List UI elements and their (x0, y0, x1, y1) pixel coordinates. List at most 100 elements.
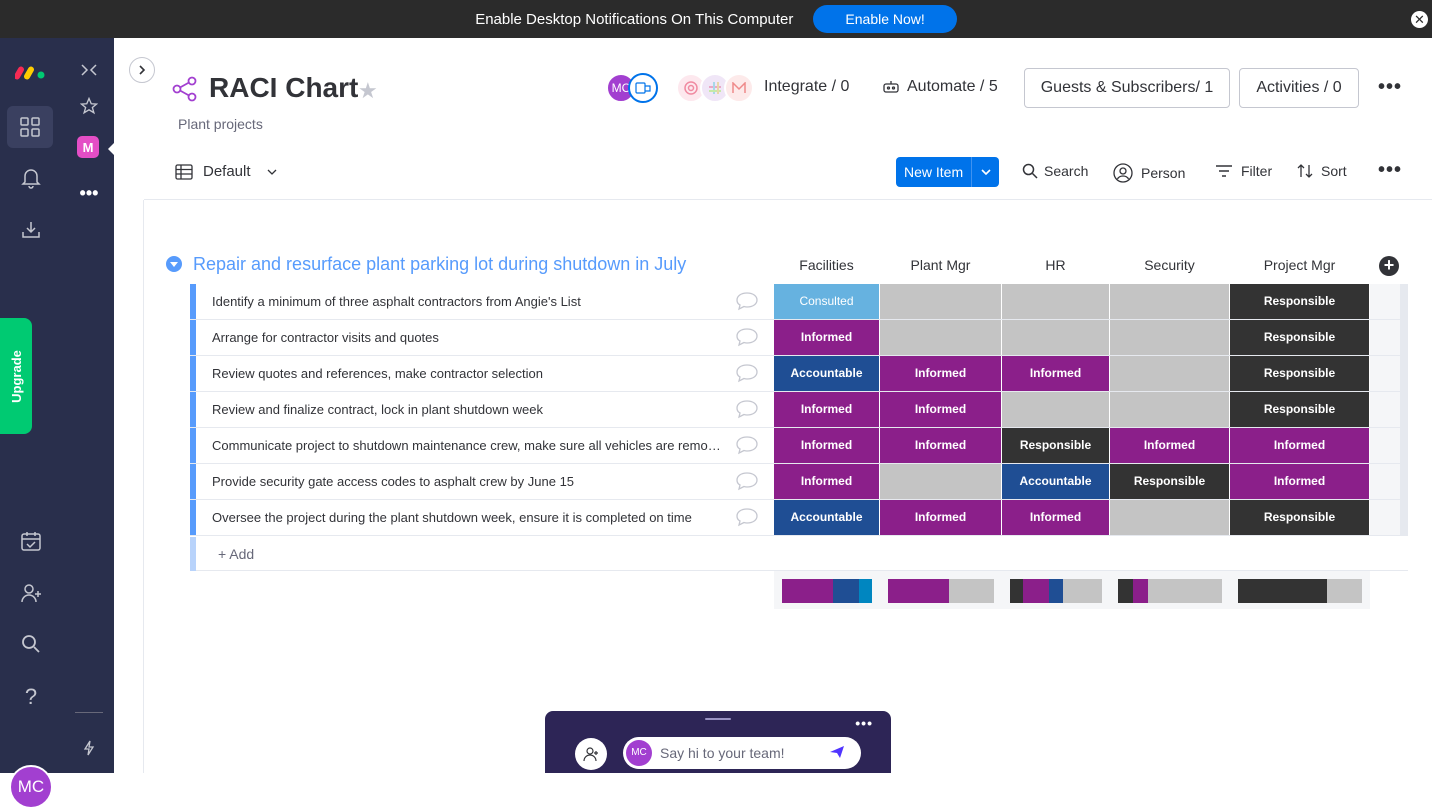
item-name[interactable]: Oversee the project during the plant shu… (212, 510, 692, 525)
column-header[interactable]: Plant Mgr (910, 257, 971, 273)
star-icon[interactable]: ★ (358, 78, 378, 103)
add-item-row[interactable]: + Add (190, 537, 1408, 571)
view-selector[interactable]: Default (175, 163, 277, 180)
workspace-icon[interactable]: M (77, 136, 99, 158)
item-name[interactable]: Review and finalize contract, lock in pl… (212, 402, 543, 417)
board-description[interactable]: Plant projects (178, 116, 263, 132)
status-cell[interactable] (1110, 392, 1229, 427)
automate-button[interactable]: Automate / 5 (907, 78, 998, 95)
chat-bubble-icon[interactable] (735, 399, 759, 424)
column-header[interactable]: Security (1144, 257, 1195, 273)
group-collapse-icon[interactable] (166, 256, 182, 272)
status-cell[interactable]: Informed (1002, 500, 1109, 535)
bell-icon[interactable] (17, 164, 45, 192)
chat-input[interactable]: MC Say hi to your team! (623, 737, 861, 769)
item-name[interactable]: Communicate project to shutdown maintena… (212, 438, 722, 453)
status-cell[interactable]: Responsible (1002, 428, 1109, 463)
status-summary-bar[interactable] (1010, 579, 1102, 603)
add-column-icon[interactable]: + (1379, 256, 1399, 276)
status-summary-bar[interactable] (1238, 579, 1362, 603)
search-button[interactable]: Search (1022, 163, 1088, 179)
group-title[interactable]: Repair and resurface plant parking lot d… (193, 254, 687, 274)
close-icon[interactable]: ✕ (1411, 11, 1428, 28)
search-icon[interactable] (17, 630, 45, 658)
item-name[interactable]: Review quotes and references, make contr… (212, 366, 543, 381)
status-cell[interactable]: Informed (1002, 356, 1109, 391)
status-cell[interactable] (880, 464, 1001, 499)
more-icon[interactable]: ••• (1378, 159, 1403, 181)
collapse-icon[interactable] (76, 58, 102, 82)
item-name[interactable]: Provide security gate access codes to as… (212, 474, 575, 489)
enable-now-button[interactable]: Enable Now! (813, 5, 957, 33)
add-user-icon[interactable] (17, 579, 45, 607)
monday-logo[interactable] (14, 56, 48, 84)
column-header[interactable]: Project Mgr (1263, 257, 1336, 273)
status-cell[interactable] (1002, 392, 1109, 427)
status-cell[interactable]: Informed (1230, 428, 1369, 463)
filter-button[interactable]: Filter (1215, 163, 1272, 179)
status-cell[interactable]: Informed (774, 320, 879, 355)
status-cell[interactable]: Informed (880, 356, 1001, 391)
table-row[interactable]: Identify a minimum of three asphalt cont… (190, 284, 1408, 320)
status-cell[interactable]: Responsible (1230, 356, 1369, 391)
status-cell[interactable]: Informed (1110, 428, 1229, 463)
chat-bubble-icon[interactable] (735, 291, 759, 316)
integrate-button[interactable]: Integrate / 0 (764, 78, 850, 95)
share-icon[interactable] (172, 76, 198, 107)
status-cell[interactable] (1002, 320, 1109, 355)
column-header[interactable]: Facilities (799, 257, 854, 273)
chat-bubble-icon[interactable] (735, 507, 759, 532)
status-summary-bar[interactable] (782, 579, 872, 603)
lightning-icon[interactable] (76, 736, 102, 760)
person-button[interactable]: Person (1113, 163, 1185, 183)
calendar-check-icon[interactable] (17, 527, 45, 555)
status-cell[interactable] (1110, 284, 1229, 319)
status-summary-bar[interactable] (888, 579, 994, 603)
status-cell[interactable]: Informed (774, 392, 879, 427)
add-item-label[interactable]: + Add (218, 546, 255, 562)
status-cell[interactable]: Informed (880, 392, 1001, 427)
status-cell[interactable]: Consulted (774, 284, 879, 319)
status-cell[interactable] (1110, 356, 1229, 391)
help-icon[interactable]: ? (24, 684, 38, 709)
status-summary-bar[interactable] (1118, 579, 1222, 603)
status-cell[interactable]: Responsible (1230, 392, 1369, 427)
integration-logos[interactable] (676, 73, 754, 103)
status-cell[interactable] (1002, 284, 1109, 319)
status-cell[interactable] (880, 284, 1001, 319)
status-cell[interactable]: Informed (880, 428, 1001, 463)
status-cell[interactable]: Informed (1230, 464, 1369, 499)
user-avatar[interactable]: MC (9, 765, 53, 809)
more-icon[interactable]: ••• (855, 715, 873, 731)
upgrade-button[interactable]: Upgrade (0, 318, 32, 434)
status-cell[interactable]: Responsible (1230, 320, 1369, 355)
status-cell[interactable]: Responsible (1110, 464, 1229, 499)
status-cell[interactable] (1110, 500, 1229, 535)
status-cell[interactable]: Accountable (774, 356, 879, 391)
more-icon[interactable]: ••• (1378, 76, 1403, 98)
table-row[interactable]: Provide security gate access codes to as… (190, 464, 1408, 500)
new-item-button[interactable]: New Item (896, 157, 1000, 187)
page-title[interactable]: RACI Chart (209, 72, 359, 103)
column-header[interactable]: HR (1045, 257, 1066, 273)
guests-subscribers-button[interactable]: Guests & Subscribers/ 1 (1024, 68, 1230, 108)
status-cell[interactable]: Informed (774, 464, 879, 499)
table-row[interactable]: Arrange for contractor visits and quotes… (190, 320, 1408, 356)
invite-icon[interactable] (575, 738, 607, 770)
star-icon[interactable] (76, 94, 102, 118)
table-row[interactable]: Communicate project to shutdown maintena… (190, 428, 1408, 464)
item-name[interactable]: Identify a minimum of three asphalt cont… (212, 294, 581, 309)
status-cell[interactable]: Informed (880, 500, 1001, 535)
download-icon[interactable] (17, 216, 45, 244)
drag-handle[interactable] (705, 718, 731, 720)
sort-button[interactable]: Sort (1297, 163, 1347, 179)
chat-bubble-icon[interactable] (735, 327, 759, 352)
status-cell[interactable]: Responsible (1230, 284, 1369, 319)
chat-bubble-icon[interactable] (735, 363, 759, 388)
chat-bubble-icon[interactable] (735, 435, 759, 460)
chat-bubble-icon[interactable] (735, 471, 759, 496)
board-members[interactable]: MC (606, 73, 658, 103)
more-icon[interactable]: ••• (79, 182, 99, 203)
status-cell[interactable]: Informed (774, 428, 879, 463)
integration-icon[interactable] (628, 73, 658, 103)
